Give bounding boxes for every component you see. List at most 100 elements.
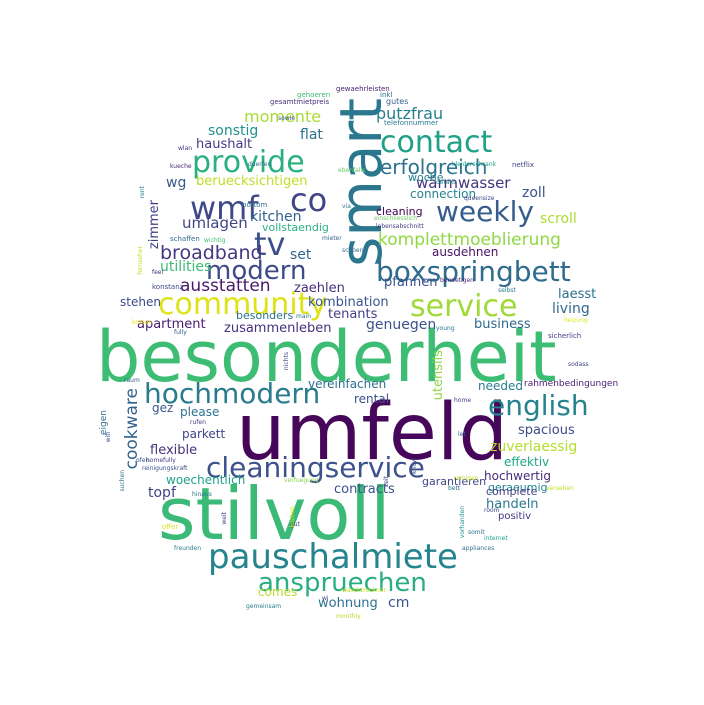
word-cloud-word: let [458,431,466,438]
word-cloud-word: gesamtmietpreis [270,98,330,106]
word-cloud-word: zimmer [147,200,162,250]
word-cloud-word: erfolgreich [380,155,488,179]
word-cloud-word: anspruechen [258,568,427,598]
word-cloud-word: wi [322,595,329,602]
word-cloud-word: fernseher [137,246,144,275]
word-cloud-word: fully [174,329,187,336]
word-cloud-word: kueche [170,163,192,170]
word-cloud-word: business [474,317,531,332]
word-cloud-word: sodass [568,361,589,368]
word-cloud-word: complete [486,485,538,498]
word-cloud-word: connection [410,187,477,201]
word-cloud-word: monthly [336,613,361,620]
word-cloud-word: feel [152,269,164,276]
word-cloud-word: via [342,203,351,210]
word-cloud-word: putzfrau [376,104,444,123]
word-cloud-word: heizung [564,317,588,324]
word-cloud-word: please [180,405,220,419]
word-cloud-word: kosten [132,319,152,326]
word-cloud-word: community [158,287,328,322]
word-cloud-word: broadband [160,242,263,264]
word-cloud-word: ausstatten [180,276,271,296]
word-cloud-word: vorhanden [459,506,466,539]
word-cloud-word: komplettmoeblierung [378,230,561,250]
word-cloud-word: geraeumig [488,481,548,494]
word-cloud-word: rent [139,186,146,199]
word-cloud-word: haushalt [196,137,253,152]
word-cloud-word: set [290,247,312,263]
word-cloud-word: inkl [380,91,393,99]
word-cloud-word: stehen [120,295,161,309]
word-cloud-word: sonstig [208,123,259,139]
word-cloud-word: kitchen [250,209,302,225]
word-cloud-word: living [552,301,590,317]
word-cloud-word: wlan [178,145,193,152]
word-cloud-word: flexible [150,443,198,458]
word-cloud-word: queensize [464,195,495,202]
word-cloud-word: suchen [119,470,126,492]
word-cloud-word: apartment [137,317,206,332]
word-cloud-word: gut [290,521,300,528]
word-cloud-word: zaehlen [294,281,345,296]
word-cloud-word: pauschalmiete [208,537,458,577]
word-cloud-word: raum [124,377,140,384]
word-cloud-word: besonders [236,309,294,322]
word-cloud-word: rufen [190,419,206,426]
word-cloud-word: offer [162,523,179,531]
word-cloud-word: english [488,389,589,422]
word-cloud-word: umlagen [182,214,248,232]
word-cloud-word: genuegen [366,317,437,333]
word-cloud-word: home [454,397,472,404]
word-cloud-word: verfuegung [284,477,319,484]
word-cloud-word: rahmenbedingungen [524,379,619,389]
word-cloud-word: mieter [322,235,342,242]
word-cloud-word: ofen [136,457,150,464]
word-cloud-word: gemeinsam [246,603,282,610]
word-cloud-word: gehoeren [297,91,331,99]
word-cloud-word: duerfen [248,161,272,168]
word-cloud-word: netflix [512,161,534,169]
word-cloud-word: wmf [190,189,259,227]
word-cloud-word: room [484,507,500,514]
word-cloud-word: umfeld [236,388,509,478]
word-cloud-word: konstanz [152,283,184,291]
word-cloud-word: appliances [462,545,495,552]
word-cloud-word: utilities [160,259,212,275]
word-cloud-word: internet [484,535,508,542]
word-cloud-word: boxspringbett [376,255,571,288]
word-cloud-word: einschliesslich [374,215,418,222]
word-cloud-word: zusammenleben [224,321,332,336]
word-cloud-word: momente [244,107,322,126]
word-cloud-word: modern [206,256,307,286]
word-cloud-word: reinigen [454,475,479,482]
word-cloud-word: needed [478,379,523,393]
word-cloud-word: kochen [289,506,296,528]
word-cloud-word: sicherlich [548,332,582,340]
word-cloud-word: stilvoll [158,472,391,556]
word-cloud-word: hochmodern [144,377,321,410]
word-cloud-word: contact [380,125,493,160]
word-cloud-word: gewaehrleisten [336,85,390,93]
word-cloud-word: vereinfachen [308,377,387,391]
word-cloud-word: positiv [498,511,532,522]
word-cloud-word: utensils [431,350,446,401]
word-cloud-word: laesst [558,287,597,302]
word-cloud-word: know [411,458,418,474]
word-cloud-word: main [296,313,311,320]
word-cloud-word: selbst [498,287,516,294]
word-cloud-word: provide [192,145,305,180]
word-cloud-word: besonderheit [96,316,557,398]
word-cloud-word: ebenfalls [338,167,366,174]
word-cloud-word: woechentlich [166,473,246,487]
word-cloud-word: weekly [436,195,534,228]
word-cloud-word: wifi [105,432,112,443]
word-cloud-word: kombination [308,295,389,310]
word-cloud-word: handeln [486,497,539,512]
word-cloud-word: garantieren [422,475,487,488]
word-cloud-word: kleiderschrank [452,161,497,168]
word-cloud-word: gez [152,401,174,415]
word-cloud-word: vollstaendig [262,221,329,234]
word-cloud-word: nichts [283,352,290,371]
word-cloud-word: pfannen [384,275,438,290]
